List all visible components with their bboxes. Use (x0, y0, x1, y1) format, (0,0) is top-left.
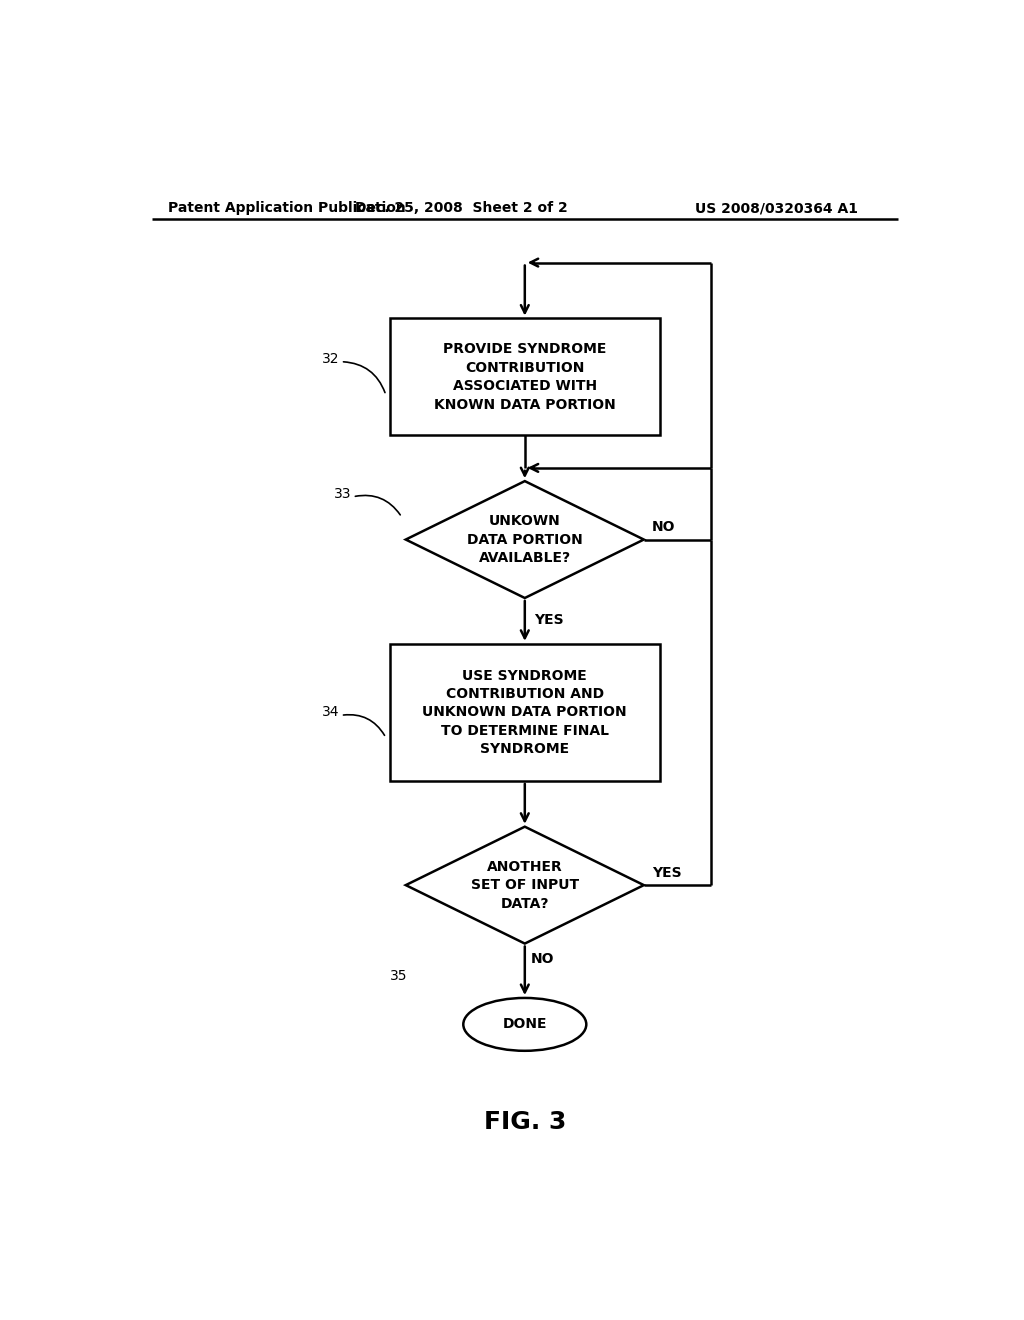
Ellipse shape (463, 998, 587, 1051)
Text: USE SYNDROME
CONTRIBUTION AND
UNKNOWN DATA PORTION
TO DETERMINE FINAL
SYNDROME: USE SYNDROME CONTRIBUTION AND UNKNOWN DA… (423, 668, 627, 756)
Polygon shape (406, 480, 644, 598)
FancyBboxPatch shape (390, 318, 659, 436)
Text: UNKOWN
DATA PORTION
AVAILABLE?: UNKOWN DATA PORTION AVAILABLE? (467, 515, 583, 565)
Text: NO: NO (652, 520, 675, 535)
Text: DONE: DONE (503, 1018, 547, 1031)
Text: PROVIDE SYNDROME
CONTRIBUTION
ASSOCIATED WITH
KNOWN DATA PORTION: PROVIDE SYNDROME CONTRIBUTION ASSOCIATED… (434, 342, 615, 412)
Text: US 2008/0320364 A1: US 2008/0320364 A1 (695, 201, 858, 215)
Text: Patent Application Publication: Patent Application Publication (168, 201, 406, 215)
Text: YES: YES (652, 866, 681, 880)
FancyBboxPatch shape (390, 644, 659, 781)
Text: 33: 33 (334, 487, 352, 500)
Text: 34: 34 (323, 705, 340, 719)
Text: ANOTHER
SET OF INPUT
DATA?: ANOTHER SET OF INPUT DATA? (471, 859, 579, 911)
Text: 32: 32 (323, 351, 340, 366)
Polygon shape (406, 826, 644, 944)
Text: 35: 35 (390, 969, 408, 983)
Text: NO: NO (531, 952, 555, 966)
Text: FIG. 3: FIG. 3 (483, 1110, 566, 1134)
Text: Dec. 25, 2008  Sheet 2 of 2: Dec. 25, 2008 Sheet 2 of 2 (355, 201, 567, 215)
Text: YES: YES (535, 614, 564, 627)
